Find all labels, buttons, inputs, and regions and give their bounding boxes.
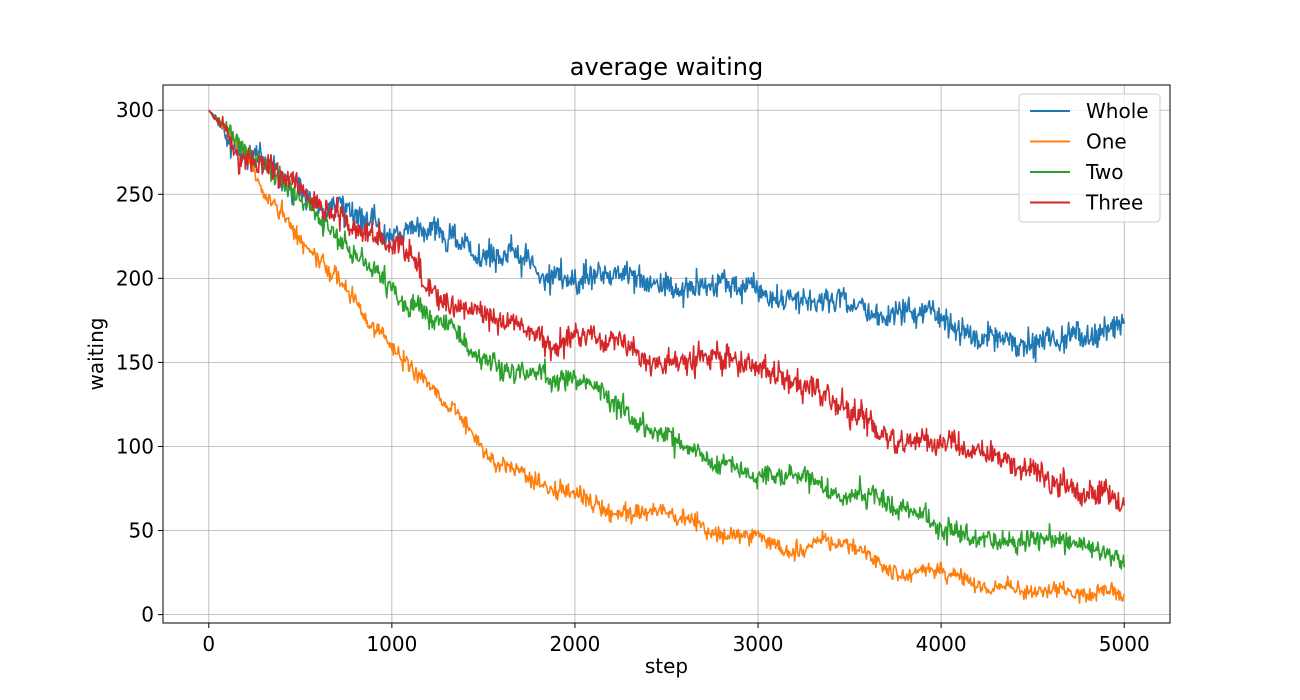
- x-tick-label: 3000: [733, 632, 784, 656]
- series-line-two: [208, 109, 1126, 570]
- chart-title: average waiting: [570, 53, 763, 81]
- y-tick-label: 300: [116, 98, 154, 122]
- legend-box: [1018, 93, 1161, 223]
- x-tick-label: 0: [202, 632, 215, 656]
- x-tick-label: 5000: [1099, 632, 1150, 656]
- y-tick-label: 150: [116, 350, 154, 374]
- y-axis-label: waiting: [84, 318, 108, 391]
- legend-label-whole: Whole: [1086, 99, 1149, 123]
- y-tick-label: 250: [116, 182, 154, 206]
- x-tick-label: 1000: [366, 632, 417, 656]
- legend: Whole One Two Three: [1018, 93, 1161, 223]
- y-tick-label: 0: [141, 603, 154, 627]
- series-line-whole: [208, 109, 1126, 363]
- axis-ticks: 0 1000 2000 3000 4000 5000 0 50 100 150 200 250 300: [116, 98, 1150, 656]
- legend-label-one: One: [1086, 130, 1127, 154]
- x-axis-label: step: [645, 654, 688, 678]
- legend-label-two: Two: [1085, 160, 1124, 184]
- y-tick-label: 100: [116, 434, 154, 458]
- y-tick-label: 50: [129, 519, 154, 543]
- x-tick-label: 2000: [550, 632, 601, 656]
- series-line-one: [208, 109, 1126, 604]
- y-tick-label: 200: [116, 266, 154, 290]
- plot-frame: [162, 84, 1171, 624]
- plot-series: [208, 109, 1126, 604]
- x-tick-label: 4000: [916, 632, 967, 656]
- series-line-three: [208, 109, 1126, 512]
- legend-label-three: Three: [1085, 191, 1143, 215]
